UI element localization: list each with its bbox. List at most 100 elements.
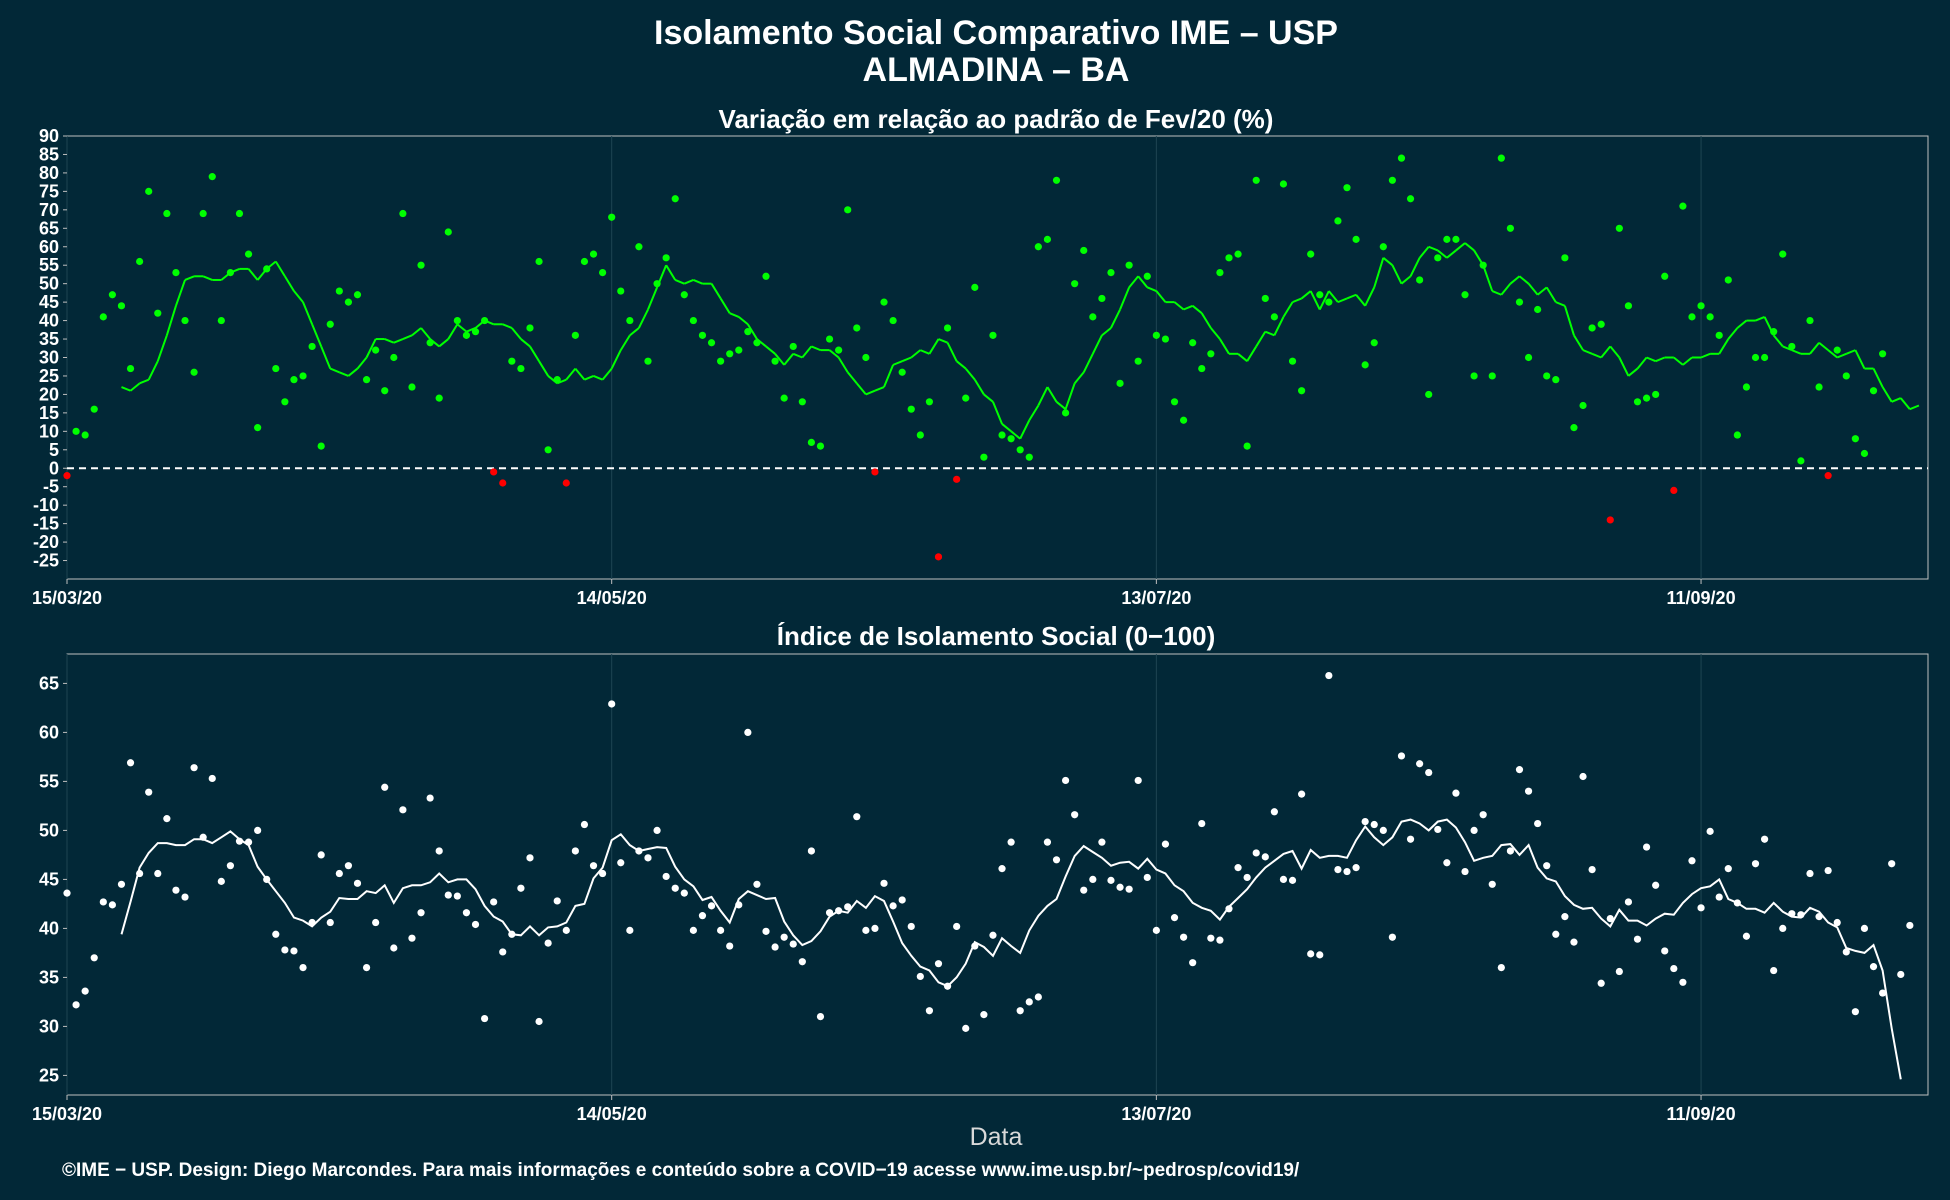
data-point <box>553 376 561 384</box>
data-point <box>226 862 235 870</box>
data-point <box>1134 357 1142 365</box>
data-point <box>671 195 679 203</box>
moving-average-segment <box>347 367 359 377</box>
data-point <box>1379 826 1387 835</box>
data-point <box>1588 866 1596 874</box>
data-point <box>1888 860 1896 868</box>
data-point <box>1742 932 1751 940</box>
y-tick-label: -15 <box>33 514 59 534</box>
data-point <box>308 342 316 351</box>
data-point <box>907 922 915 931</box>
data-point <box>381 783 389 791</box>
data-point <box>1815 913 1823 921</box>
data-point <box>499 479 507 487</box>
data-point <box>1806 316 1814 325</box>
data-point <box>1842 948 1850 956</box>
data-point <box>1742 383 1751 391</box>
y-tick-label: 15 <box>39 403 59 423</box>
moving-average-segment <box>1618 357 1630 377</box>
moving-average-segment <box>1091 334 1103 355</box>
data-point <box>644 854 652 862</box>
y-tick-label: 60 <box>39 237 59 257</box>
data-point <box>1488 372 1496 380</box>
moving-average-segment <box>1854 349 1866 370</box>
y-tick-label: 40 <box>39 918 59 938</box>
moving-average-segment <box>865 389 876 396</box>
moving-average-segment <box>1818 341 1829 351</box>
data-point <box>816 1013 825 1021</box>
data-point <box>81 431 89 439</box>
data-point <box>1851 435 1859 443</box>
moving-average-segment <box>1037 386 1049 406</box>
data-point <box>1624 302 1633 310</box>
moving-average-segment <box>874 386 885 392</box>
data-point <box>1552 930 1560 938</box>
moving-average-segment <box>774 353 785 366</box>
y-tick-label: 25 <box>39 366 59 386</box>
data-point <box>199 209 207 218</box>
moving-average-segment <box>1591 352 1602 359</box>
data-point <box>789 342 797 351</box>
moving-average-segment <box>1563 305 1575 336</box>
data-point <box>898 896 906 904</box>
data-point <box>136 869 144 878</box>
data-point <box>317 851 325 859</box>
moving-average-segment <box>1428 245 1439 252</box>
data-point <box>1561 254 1569 262</box>
top-panel-title: Variação em relação ao padrão de Fev/20 … <box>719 104 1274 134</box>
data-point <box>835 907 843 915</box>
data-point <box>172 268 180 277</box>
data-point <box>163 815 171 823</box>
data-point <box>1688 857 1696 865</box>
data-point <box>1198 819 1206 828</box>
data-point <box>1043 235 1052 243</box>
x-tick-label: 14/05/20 <box>577 588 647 608</box>
y-tick-label: 45 <box>39 292 59 312</box>
data-point <box>1570 424 1578 432</box>
data-point <box>889 316 897 325</box>
data-point <box>1243 873 1251 882</box>
data-point <box>326 320 334 328</box>
data-point <box>1833 918 1841 927</box>
data-point <box>408 383 416 391</box>
data-point <box>317 442 325 450</box>
data-point <box>1715 893 1723 901</box>
moving-average-segment <box>1600 345 1612 359</box>
moving-average-segment <box>765 345 776 355</box>
moving-average-segment <box>165 305 177 336</box>
footer-caption: ©IME − USP. Design: Diego Marcondes. Par… <box>62 1160 1300 1181</box>
moving-average-segment <box>647 286 658 310</box>
data-point <box>1397 752 1406 760</box>
data-point <box>1143 272 1151 280</box>
data-point <box>1125 261 1133 269</box>
data-point <box>707 339 716 347</box>
moving-average-segment <box>1073 371 1085 384</box>
data-point <box>1679 202 1687 210</box>
data-point <box>789 940 797 948</box>
data-point <box>1515 298 1524 306</box>
data-point <box>1406 835 1415 843</box>
moving-average-segment <box>710 283 722 299</box>
data-point <box>426 794 434 802</box>
data-point <box>1189 959 1197 967</box>
data-point <box>1615 224 1623 232</box>
data-point <box>1397 154 1406 162</box>
data-point <box>608 213 616 221</box>
data-point <box>1524 353 1533 362</box>
data-point <box>471 328 480 336</box>
moving-average-segment <box>1101 327 1112 337</box>
data-point <box>953 922 961 931</box>
data-point <box>1479 811 1487 819</box>
data-point <box>108 901 116 909</box>
moving-average-segment <box>1537 286 1548 296</box>
data-point <box>934 960 943 968</box>
data-point <box>308 918 316 927</box>
data-point <box>1052 856 1061 864</box>
data-point <box>626 926 634 934</box>
moving-average-segment <box>1273 316 1285 336</box>
data-point <box>1506 224 1515 232</box>
data-point <box>971 942 979 950</box>
moving-average-segment <box>1909 404 1920 411</box>
x-tick-label: 13/07/20 <box>1121 588 1191 608</box>
data-point <box>689 926 697 934</box>
